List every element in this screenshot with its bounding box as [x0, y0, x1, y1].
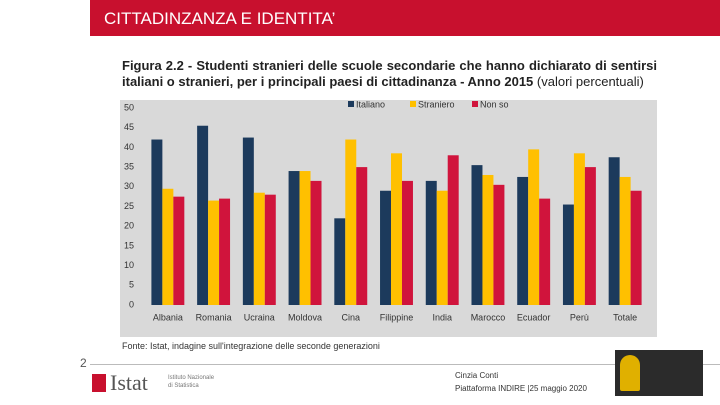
y-tick-label: 50: [124, 102, 134, 112]
legend-swatch: [472, 101, 478, 107]
legend-label: Italiano: [356, 100, 385, 109]
bar: [219, 198, 231, 305]
bar: [436, 190, 448, 305]
bar: [573, 153, 585, 305]
y-tick-label: 0: [129, 299, 134, 309]
chart-title: Figura 2.2 - Studenti stranieri delle sc…: [122, 58, 657, 89]
x-tick-label: Ucraina: [244, 312, 275, 322]
bar: [299, 171, 311, 305]
slide-title: CITTADINZANZA E IDENTITA’: [104, 9, 336, 28]
bar: [619, 176, 631, 305]
bar: [162, 188, 174, 305]
y-tick-label: 5: [129, 280, 134, 290]
bar: [173, 196, 185, 305]
footer-rule: [90, 364, 720, 365]
bar: [539, 198, 551, 305]
bar: [447, 155, 459, 305]
bar: [197, 125, 209, 305]
logo-mark: [92, 374, 106, 392]
y-tick-label: 30: [124, 181, 134, 191]
x-tick-label: Filippine: [380, 312, 414, 322]
x-tick-label: Marocco: [471, 312, 506, 322]
bar: [425, 180, 437, 305]
bar: [391, 153, 402, 305]
bar: [264, 194, 276, 305]
x-tick-label: Perù: [570, 312, 589, 322]
x-tick-label: Romania: [196, 312, 232, 322]
x-tick-label: Totale: [613, 312, 637, 322]
y-tick-label: 35: [124, 161, 134, 171]
y-tick-label: 40: [124, 142, 134, 152]
bar: [151, 139, 163, 305]
x-tick-label: Moldova: [288, 312, 322, 322]
bar: [517, 176, 529, 305]
bar: [584, 167, 596, 305]
footer-author: Cinzia Conti: [455, 371, 499, 380]
logo-subtitle: Istituto Nazionale di Statistica: [168, 375, 215, 389]
bar: [288, 171, 300, 305]
bar: [493, 184, 505, 305]
x-tick-label: Cina: [342, 312, 361, 322]
legend-label: Straniero: [418, 100, 455, 109]
bar: [471, 165, 483, 305]
page-number: 2: [80, 356, 87, 370]
chart: 0 5 10 15 20 25 30 35 40 45 50 Italiano Straniero Non…: [120, 100, 657, 337]
y-tick-label: 15: [124, 240, 134, 250]
legend-label: Non so: [480, 100, 509, 109]
campaign-figure: [620, 355, 640, 391]
bar: [630, 190, 642, 305]
chart-subtitle: (valori percentuali): [536, 74, 644, 89]
logo: Istat: [110, 370, 148, 395]
bar: [208, 200, 220, 305]
bar: [310, 180, 322, 305]
y-tick-label: 20: [124, 221, 134, 231]
y-tick-label: 25: [124, 201, 134, 211]
bar: [242, 137, 254, 305]
y-tick-label: 45: [124, 122, 134, 132]
chart-source: Fonte: Istat, indagine sull'integrazione…: [122, 341, 380, 351]
chart-title-block: Figura 2.2 - Studenti stranieri delle sc…: [122, 58, 657, 90]
bar: [380, 190, 392, 305]
footer-event: Piattaforma INDIRE |25 maggio 2020: [455, 384, 587, 393]
bar: [482, 174, 494, 305]
legend-swatch: [348, 101, 354, 107]
legend-swatch: [410, 101, 416, 107]
x-tick-label: Albania: [153, 312, 183, 322]
bar: [334, 218, 346, 305]
x-tick-label: India: [432, 312, 452, 322]
bar: [528, 149, 540, 305]
bar: [401, 180, 413, 305]
bar: [608, 157, 620, 305]
bar: [253, 192, 265, 305]
y-tick-label: 10: [124, 260, 134, 270]
bar: [356, 167, 368, 305]
bar: [345, 139, 357, 305]
x-tick-label: Ecuador: [517, 312, 551, 322]
header-bar: [90, 0, 720, 36]
bar: [562, 204, 574, 305]
